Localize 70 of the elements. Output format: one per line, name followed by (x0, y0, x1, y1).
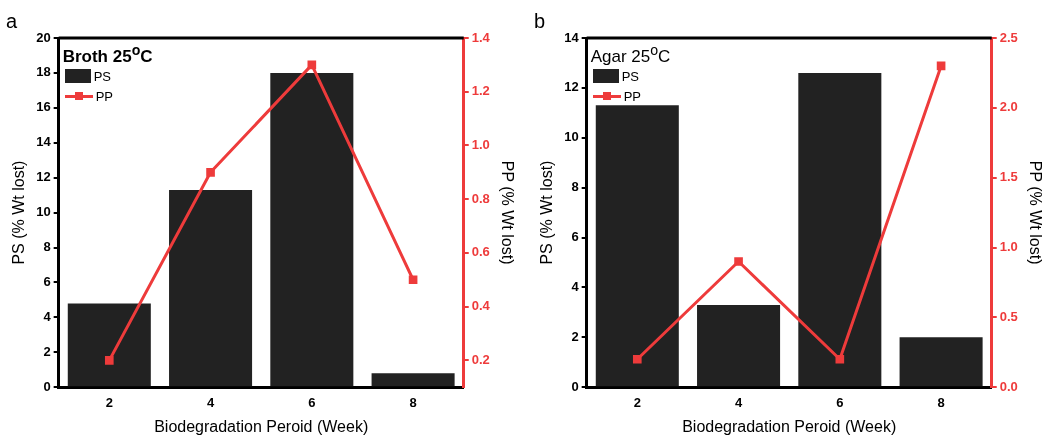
x-tick-label: 4 (206, 394, 215, 410)
y2-tick-label: 0.4 (471, 298, 491, 314)
annotation: Agar 25$^{o}$C (590, 42, 671, 67)
bar (595, 105, 679, 387)
chart-title: a (6, 9, 18, 32)
annotation: Broth 25$^{o}$C (62, 42, 153, 67)
x-tick-label: 4 (734, 394, 743, 410)
bar (270, 72, 354, 387)
y-tick-label: 18 (36, 64, 51, 80)
legend-label: PP (95, 88, 113, 104)
y-tick-label: 6 (571, 229, 579, 245)
y2-tick-label: 2.5 (999, 29, 1018, 45)
y-tick-label: 8 (571, 179, 579, 195)
x-tick-label: 8 (409, 394, 417, 410)
y-axis-title: PS (% Wt lost) (10, 160, 28, 265)
y-tick-label: 16 (36, 99, 51, 115)
y2-axis-title: PP (% Wt lost) (1026, 160, 1044, 265)
point (936, 61, 946, 71)
y-tick-label: 12 (36, 169, 51, 185)
legend-label: PS (93, 68, 111, 84)
y2-axis-title: PP (% Wt lost) (498, 160, 516, 265)
point (734, 257, 743, 266)
y-tick-label: 10 (564, 129, 579, 145)
y-tick-label: 4 (571, 279, 580, 295)
y-axis-title: PS (% Wt lost) (538, 160, 556, 265)
y-tick-label: 14 (36, 134, 52, 150)
legend-label: PS (621, 68, 639, 84)
y2-tick-label: 1.0 (471, 137, 490, 153)
point (632, 354, 642, 364)
y-tick-label: 2 (571, 328, 579, 344)
point (104, 356, 114, 365)
y2-tick-label: 1.2 (471, 83, 490, 99)
point (408, 275, 418, 285)
bar (899, 337, 983, 387)
y2-tick-label: 1.4 (471, 29, 491, 45)
y-tick-label: 10 (36, 204, 51, 220)
y-tick-label: 2 (43, 343, 51, 359)
x-tick-label: 2 (633, 394, 641, 410)
y2-tick-label: 1.0 (999, 239, 1018, 255)
x-tick-label: 8 (937, 394, 945, 410)
x-tick-label: 6 (836, 394, 844, 410)
bar (798, 72, 882, 387)
y-tick-label: 6 (43, 274, 51, 290)
y2-tick-label: 1.5 (999, 169, 1018, 185)
y2-tick-label: 0.8 (471, 190, 490, 206)
y2-tick-label: 2.0 (999, 99, 1018, 115)
y-tick-label: 20 (36, 29, 51, 45)
y-tick-label: 0 (43, 378, 51, 394)
chart-title: b (534, 9, 546, 32)
y-tick-label: 14 (564, 29, 580, 45)
bar (169, 189, 253, 387)
bar (371, 373, 455, 387)
y-tick-label: 12 (564, 79, 579, 95)
point (835, 354, 845, 364)
y2-tick-label: 0.2 (471, 351, 490, 367)
bar (697, 304, 781, 387)
y-tick-label: 8 (43, 239, 51, 255)
x-axis-title: Biodegradation Peroid (Week) (154, 417, 369, 435)
x-tick-label: 2 (105, 394, 113, 410)
x-tick-label: 6 (308, 394, 316, 410)
y-tick-label: 4 (43, 308, 52, 324)
x-axis-title: Biodegradation Peroid (Week) (682, 417, 897, 435)
y2-tick-label: 0.5 (999, 308, 1018, 324)
y2-tick-label: 0.6 (471, 244, 490, 260)
bar (67, 303, 151, 387)
legend-label: PP (623, 88, 641, 104)
y2-tick-label: 0.0 (999, 378, 1018, 394)
y-tick-label: 0 (571, 378, 579, 394)
point (206, 167, 215, 177)
point (307, 60, 317, 70)
